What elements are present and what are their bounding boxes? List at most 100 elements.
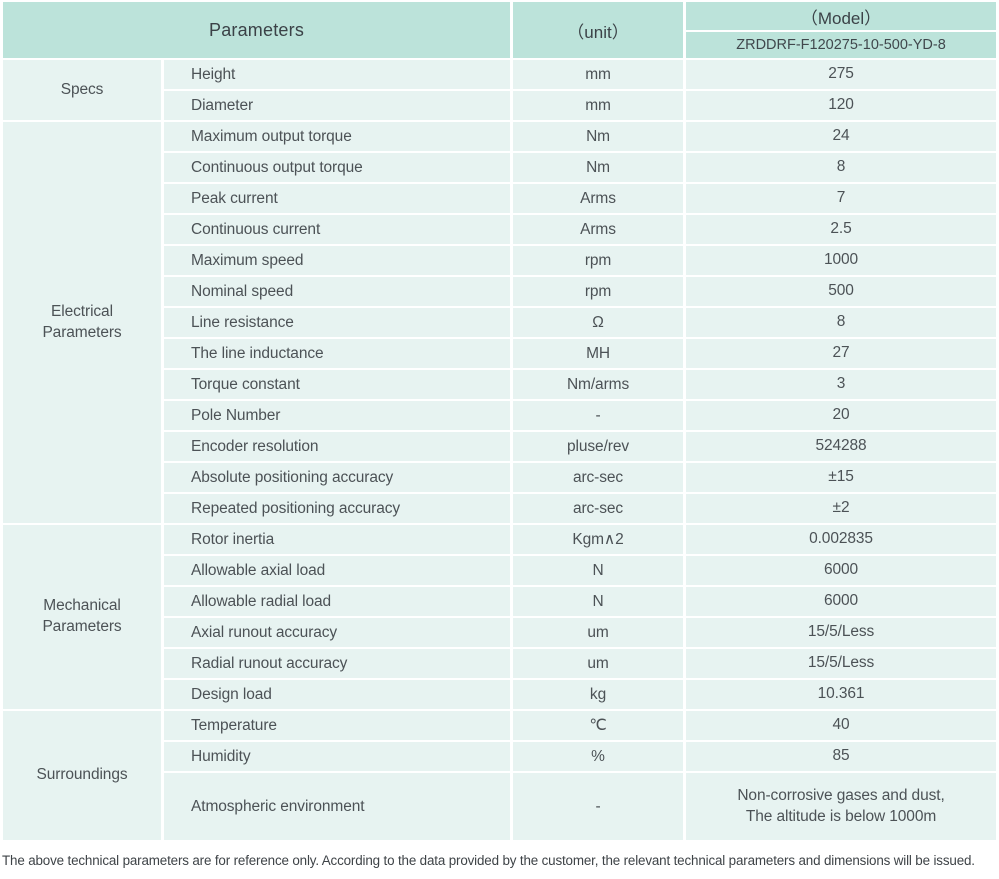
- table-row: Repeated positioning accuracy arc-sec ±2: [3, 494, 997, 523]
- value-cell: 7: [686, 184, 997, 213]
- value-cell: 6000: [686, 556, 997, 585]
- param-cell: Temperature: [164, 711, 511, 740]
- unit-cell: MH: [513, 339, 684, 368]
- unit-cell: pluse/rev: [513, 432, 684, 461]
- value-cell: 500: [686, 277, 997, 306]
- param-cell: Torque constant: [164, 370, 511, 399]
- param-cell: Encoder resolution: [164, 432, 511, 461]
- table-row: Atmospheric environment - Non-corrosive …: [3, 773, 997, 840]
- table-row: Maximum speed rpm 1000: [3, 246, 997, 275]
- header-row: Parameters （unit） （Model）: [3, 2, 997, 58]
- value-cell: 20: [686, 401, 997, 430]
- param-cell: Design load: [164, 680, 511, 709]
- unit-cell: Arms: [513, 215, 684, 244]
- value-cell: 15/5/Less: [686, 649, 997, 678]
- unit-cell: ℃: [513, 711, 684, 740]
- unit-cell: rpm: [513, 246, 684, 275]
- unit-cell: um: [513, 618, 684, 647]
- value-cell: 0.002835: [686, 525, 997, 554]
- param-cell: Maximum speed: [164, 246, 511, 275]
- param-cell: Line resistance: [164, 308, 511, 337]
- table-row: Axial runout accuracy um 15/5/Less: [3, 618, 997, 647]
- table-row: Encoder resolution pluse/rev 524288: [3, 432, 997, 461]
- value-cell: ±2: [686, 494, 997, 523]
- param-cell: Maximum output torque: [164, 122, 511, 151]
- param-cell: Atmospheric environment: [164, 773, 511, 840]
- value-cell: 3: [686, 370, 997, 399]
- table-row: Radial runout accuracy um 15/5/Less: [3, 649, 997, 678]
- column-header-unit: （unit）: [513, 2, 684, 58]
- value-cell: 27: [686, 339, 997, 368]
- param-cell: Diameter: [164, 91, 511, 120]
- value-cell: ±15: [686, 463, 997, 492]
- unit-cell: %: [513, 742, 684, 771]
- unit-cell: Nm: [513, 122, 684, 151]
- column-header-model: （Model）: [686, 2, 997, 30]
- param-cell: Axial runout accuracy: [164, 618, 511, 647]
- unit-cell: -: [513, 401, 684, 430]
- unit-cell: N: [513, 587, 684, 616]
- table-row: Allowable axial load N 6000: [3, 556, 997, 585]
- unit-cell: -: [513, 773, 684, 840]
- model-number: ZRDDRF-F120275-10-500-YD-8: [686, 32, 997, 58]
- value-cell: 6000: [686, 587, 997, 616]
- table-row: Continuous current Arms 2.5: [3, 215, 997, 244]
- param-cell: Radial runout accuracy: [164, 649, 511, 678]
- value-cell: 275: [686, 60, 997, 89]
- param-cell: Peak current: [164, 184, 511, 213]
- value-cell: 40: [686, 711, 997, 740]
- unit-cell: Ω: [513, 308, 684, 337]
- value-cell: 85: [686, 742, 997, 771]
- unit-cell: Nm: [513, 153, 684, 182]
- table-row: Specs Height mm 275: [3, 60, 997, 120]
- table-row: Design load kg 10.361: [3, 680, 997, 709]
- table-row: Line resistance Ω 8: [3, 308, 997, 337]
- table-row: Continuous output torque Nm 8: [3, 153, 997, 182]
- value-cell: 524288: [686, 432, 997, 461]
- param-cell: The line inductance: [164, 339, 511, 368]
- value-cell: 2.5: [686, 215, 997, 244]
- section-category-specs: Specs: [3, 60, 161, 120]
- param-cell: Pole Number: [164, 401, 511, 430]
- value-cell: Non-corrosive gases and dust, The altitu…: [686, 773, 997, 840]
- param-cell: Allowable radial load: [164, 587, 511, 616]
- unit-cell: Nm/arms: [513, 370, 684, 399]
- param-cell: Height: [164, 60, 511, 89]
- unit-cell: kg: [513, 680, 684, 709]
- value-cell: 1000: [686, 246, 997, 275]
- section-category-electrical: Electrical Parameters: [3, 122, 161, 523]
- value-cell: 8: [686, 308, 997, 337]
- table-row: Humidity % 85: [3, 742, 997, 771]
- value-cell: 24: [686, 122, 997, 151]
- section-category-surroundings: Surroundings: [3, 711, 161, 840]
- unit-cell: Kgm∧2: [513, 525, 684, 554]
- header-model-row: ZRDDRF-F120275-10-500-YD-8: [3, 32, 997, 58]
- value-cell: 10.361: [686, 680, 997, 709]
- param-cell: Nominal speed: [164, 277, 511, 306]
- table-row: Torque constant Nm/arms 3: [3, 370, 997, 399]
- param-cell: Continuous output torque: [164, 153, 511, 182]
- column-header-parameters: Parameters: [3, 2, 511, 58]
- param-cell: Humidity: [164, 742, 511, 771]
- unit-cell: N: [513, 556, 684, 585]
- unit-cell: arc-sec: [513, 463, 684, 492]
- table-row: Mechanical Parameters Rotor inertia Kgm∧…: [3, 525, 997, 709]
- unit-cell: mm: [513, 60, 684, 89]
- table-row: Allowable radial load N 6000: [3, 587, 997, 616]
- section-category-mechanical: Mechanical Parameters: [3, 525, 161, 709]
- table-row: Diameter mm 120: [3, 91, 997, 120]
- value-cell: 15/5/Less: [686, 618, 997, 647]
- table-row: Absolute positioning accuracy arc-sec ±1…: [3, 463, 997, 492]
- table-row: The line inductance MH 27: [3, 339, 997, 368]
- param-cell: Allowable axial load: [164, 556, 511, 585]
- reference-note: The above technical parameters are for r…: [2, 853, 975, 868]
- unit-cell: mm: [513, 91, 684, 120]
- table-row: Surroundings Temperature ℃ 40: [3, 711, 997, 840]
- table-row: Peak current Arms 7: [3, 184, 997, 213]
- param-cell: Repeated positioning accuracy: [164, 494, 511, 523]
- value-cell: 8: [686, 153, 997, 182]
- unit-cell: Arms: [513, 184, 684, 213]
- unit-cell: um: [513, 649, 684, 678]
- unit-cell: rpm: [513, 277, 684, 306]
